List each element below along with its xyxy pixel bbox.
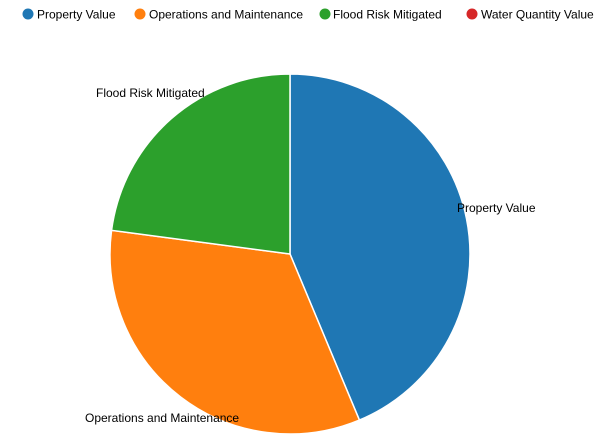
pie-slice-operations-and-maintenance[interactable]: [109, 229, 361, 435]
legend-marker-icon: [22, 8, 34, 20]
legend-label: Flood Risk Mitigated: [333, 8, 442, 22]
slice-label-flood-risk-mitigated: Flood Risk Mitigated: [96, 86, 205, 100]
slice-labels: Property Value Operations and Maintenanc…: [85, 86, 536, 425]
legend-label: Operations and Maintenance: [149, 8, 303, 22]
legend-marker-icon: [134, 8, 146, 20]
legend-marker-icon: [319, 8, 331, 20]
legend-label: Property Value: [37, 8, 116, 22]
slice-label-property-value: Property Value: [457, 201, 536, 215]
slice-label-operations-and-maintenance: Operations and Maintenance: [85, 411, 239, 425]
pie-slice-flood-risk-mitigated[interactable]: [110, 73, 291, 255]
legend-marker-icon: [466, 8, 478, 20]
pie-slice-property-value[interactable]: [289, 73, 471, 422]
legend-item-property-value[interactable]: Property Value: [22, 8, 116, 22]
legend-item-operations-and-maintenance[interactable]: Operations and Maintenance: [134, 8, 304, 22]
chart-legend: Property Value Operations and Maintenanc…: [22, 8, 595, 22]
legend-item-water-quantity-value[interactable]: Water Quantity Value: [466, 8, 595, 22]
legend-item-flood-risk-mitigated[interactable]: Flood Risk Mitigated: [319, 8, 442, 22]
legend-label: Water Quantity Value: [481, 8, 594, 22]
pie-slices: [109, 73, 471, 435]
